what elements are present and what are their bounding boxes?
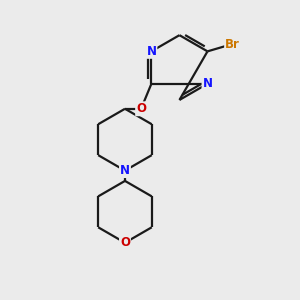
Text: N: N	[120, 164, 130, 177]
Text: N: N	[146, 45, 156, 58]
Text: O: O	[136, 102, 146, 115]
Text: O: O	[120, 236, 130, 249]
Text: N: N	[202, 77, 212, 90]
Text: Br: Br	[225, 38, 240, 50]
